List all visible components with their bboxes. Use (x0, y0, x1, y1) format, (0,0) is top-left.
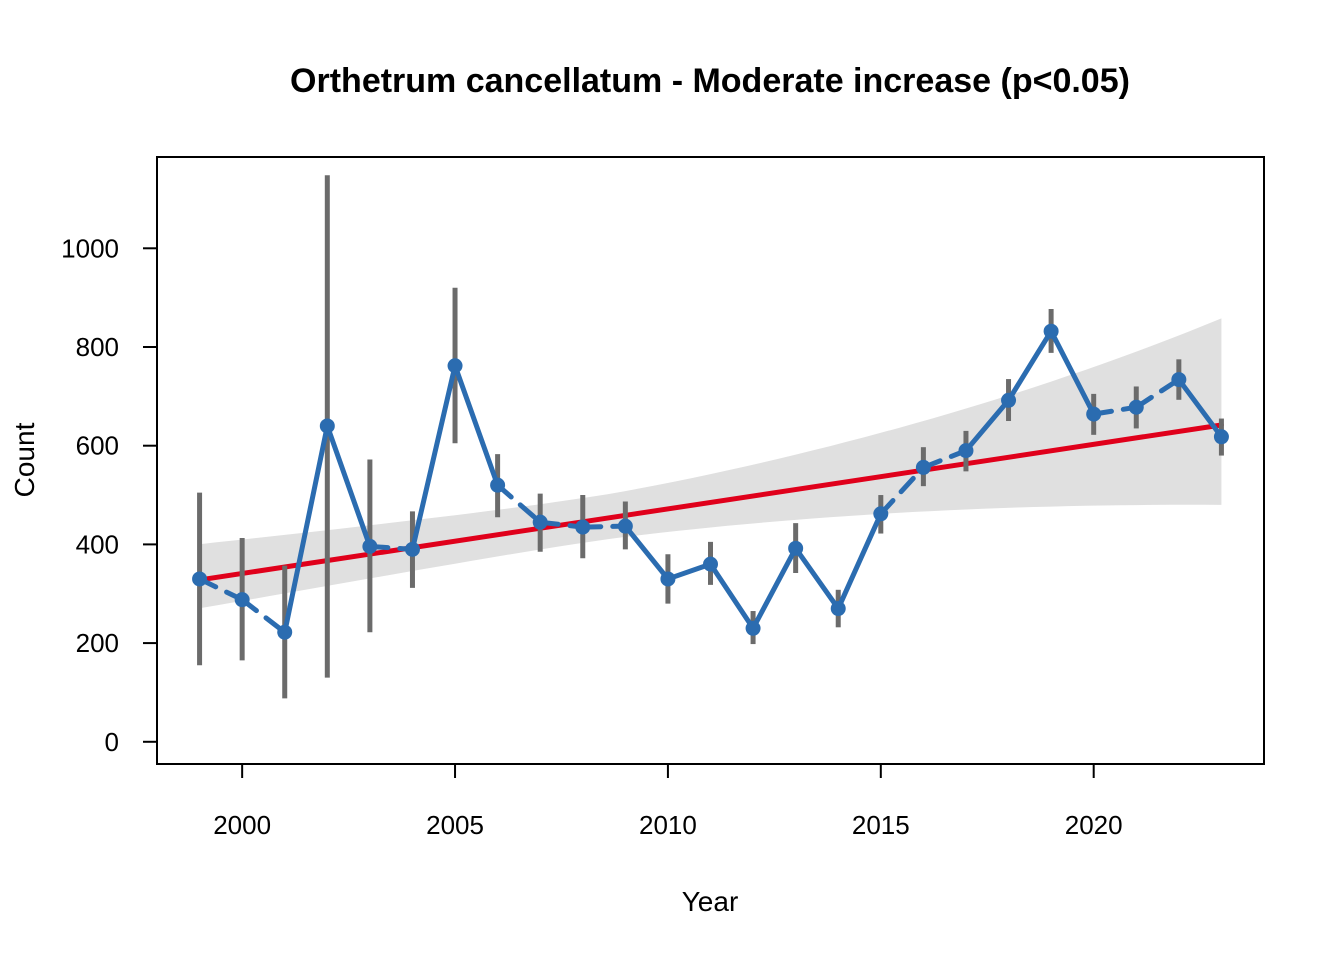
series-segment-2006-2007 (495, 482, 543, 525)
series-segment-2004-2005 (409, 363, 458, 552)
x-tick-label-2000: 2000 (213, 810, 271, 840)
y-tick-label-400: 400 (76, 529, 119, 559)
y-axis: 0 200 400 600 800 1000 (61, 233, 158, 757)
y-tick-label-800: 800 (76, 332, 119, 362)
data-point-2016 (915, 459, 931, 475)
data-point-2022 (1171, 372, 1187, 388)
series-segment-1999-2000 (197, 576, 245, 603)
data-point-2000 (234, 592, 250, 608)
data-point-2011 (703, 556, 718, 572)
series-segment-2019-2020 (1048, 328, 1097, 417)
data-point-2019 (1043, 323, 1059, 339)
x-tick-label-2015: 2015 (852, 810, 910, 840)
data-point-2018 (1001, 392, 1017, 408)
x-axis-label: Year (682, 886, 739, 917)
data-point-2023 (1213, 429, 1229, 445)
series-segment-2014-2015 (835, 511, 884, 612)
series-segment-2002-2003 (324, 423, 373, 549)
data-point-2004 (404, 541, 420, 557)
series-segment-2012-2013 (750, 545, 799, 631)
series-segment-2011-2012 (708, 561, 756, 631)
data-point-2015 (873, 506, 889, 522)
series-segment-2010-2011 (665, 561, 713, 582)
x-tick-label-2020: 2020 (1065, 810, 1123, 840)
data-point-2005 (447, 358, 463, 374)
series-segment-2015-2016 (878, 464, 926, 517)
data-point-2006 (490, 477, 506, 493)
data-point-2020 (1086, 406, 1102, 422)
data-point-2021 (1128, 399, 1144, 415)
series-segment-2000-2001 (239, 597, 288, 635)
series-segment-2022-2023 (1176, 377, 1224, 440)
data-point-2014 (830, 601, 846, 617)
x-axis: 2000 2005 2010 2015 2020 (213, 763, 1123, 840)
series-segment-2018-2019 (1006, 328, 1054, 403)
series-segment-2016-2017 (920, 448, 969, 470)
confidence-band (199, 318, 1222, 609)
chart-title: Orthetrum cancellatum - Moderate increas… (290, 62, 1130, 100)
data-point-2010 (660, 571, 676, 587)
x-tick-label-2010: 2010 (639, 810, 697, 840)
data-point-2013 (788, 540, 804, 556)
series-segment-2001-2002 (282, 423, 330, 635)
series-segment-2017-2018 (963, 397, 1012, 454)
data-point-2012 (745, 620, 761, 636)
data-point-1999 (192, 571, 208, 587)
data-point-2009 (617, 518, 633, 534)
data-point-2008 (575, 519, 591, 535)
data-point-2017 (958, 443, 974, 459)
confidence-band-area (199, 318, 1222, 609)
y-axis-label: Count (9, 422, 40, 497)
y-tick-label-0: 0 (105, 727, 119, 757)
data-points (192, 323, 1229, 640)
series-segment-2009-2010 (622, 523, 671, 582)
data-point-2007 (532, 514, 548, 530)
y-tick-label-600: 600 (76, 431, 119, 461)
y-tick-label-200: 200 (76, 628, 119, 658)
series-segment-2021-2022 (1133, 377, 1182, 410)
y-tick-label-1000: 1000 (61, 233, 119, 263)
data-point-2003 (362, 538, 378, 554)
series-segment-2005-2006 (452, 363, 501, 488)
x-tick-label-2005: 2005 (426, 810, 484, 840)
series-segment-2013-2014 (793, 545, 841, 612)
data-point-2001 (277, 624, 293, 640)
data-point-2002 (319, 418, 335, 434)
